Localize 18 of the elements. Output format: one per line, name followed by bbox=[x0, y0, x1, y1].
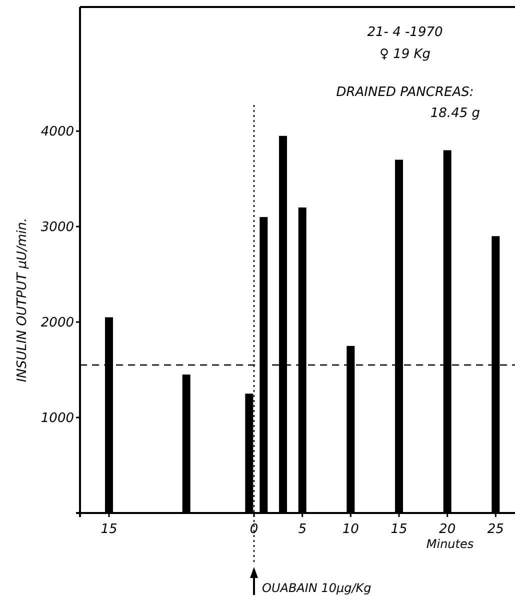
y-tick-label: 3000 bbox=[40, 220, 74, 236]
y-tick-label: 1000 bbox=[40, 411, 74, 426]
x-tick-label: 20 bbox=[439, 522, 456, 537]
y-tick-label: 2000 bbox=[40, 316, 74, 331]
annotation: 21- 4 -1970 bbox=[367, 25, 443, 40]
y-axis-title: INSULIN OUTPUT μU/min. bbox=[15, 218, 30, 382]
annotation: DRAINED PANCREAS: bbox=[336, 85, 474, 100]
y-tick-label: 4000 bbox=[40, 124, 74, 140]
x-tick-label: 10 bbox=[342, 522, 359, 537]
x-tick-label: 5 bbox=[298, 522, 306, 537]
x-tick-label: 15 bbox=[390, 522, 408, 537]
x-tick-label: 15 bbox=[100, 522, 118, 537]
x-tick-label: 25 bbox=[487, 522, 504, 537]
annotation: 18.45 g bbox=[430, 106, 480, 121]
legend-label: OUABAIN 10μg/Kg bbox=[262, 581, 372, 595]
x-axis-title: Minutes bbox=[426, 537, 474, 551]
annotation: ♀ 19 Kg bbox=[379, 47, 431, 62]
x-tick-label: 0 bbox=[250, 522, 258, 537]
